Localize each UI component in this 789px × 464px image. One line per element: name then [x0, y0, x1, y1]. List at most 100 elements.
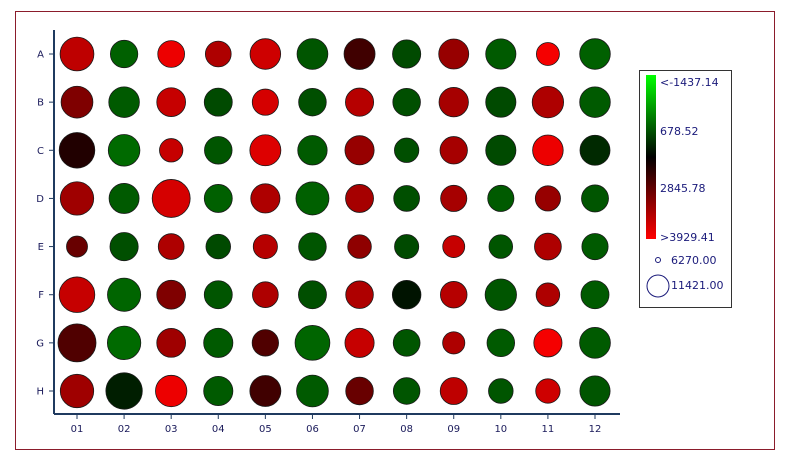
size-legend-small-circle [655, 257, 661, 263]
bubble-H07 [345, 376, 374, 406]
x-tick-label-09: 09 [447, 424, 460, 435]
bubble-G05 [251, 329, 279, 357]
size-legend-symbols [646, 257, 670, 298]
x-tick-label-05: 05 [259, 424, 272, 435]
bubble-H11 [535, 378, 561, 404]
bubble-H09 [439, 377, 468, 405]
bubble-D04 [203, 184, 233, 213]
color-scale-bar [646, 75, 656, 239]
bubble-H08 [392, 377, 421, 405]
color-scale-label-max: >3929.41 [660, 231, 715, 244]
legend: <-1437.14 678.52 2845.78 >3929.41 6270.0… [639, 70, 732, 308]
bubble-B12 [579, 86, 611, 118]
bubble-E03 [157, 233, 185, 260]
bubble-A08 [392, 39, 422, 69]
bubble-E11 [534, 232, 562, 261]
bubble-F12 [580, 280, 610, 310]
bubble-F07 [345, 280, 374, 309]
bubble-D05 [250, 183, 281, 214]
bubble-A03 [157, 40, 185, 68]
bubble-G03 [156, 328, 186, 358]
axes [49, 30, 620, 419]
bubble-G09 [442, 331, 466, 355]
bubble-B01 [60, 85, 94, 119]
bubble-A12 [579, 38, 611, 70]
x-tick-label-08: 08 [400, 424, 413, 435]
size-scale-label-large: 11421.00 [671, 279, 724, 292]
bubble-G08 [392, 329, 421, 357]
bubble-A06 [296, 38, 329, 70]
bubble-C06 [297, 135, 328, 166]
x-tick-label-03: 03 [165, 424, 178, 435]
bubble-H05 [249, 375, 282, 407]
y-tick-label-E: E [38, 242, 44, 253]
bubble-C11 [532, 134, 564, 166]
x-tick-label-02: 02 [118, 424, 131, 435]
bubble-F02 [107, 277, 142, 312]
bubble-F09 [440, 281, 468, 309]
bubble-layer [57, 36, 611, 410]
bubble-E10 [488, 234, 514, 259]
bubble-H03 [155, 374, 188, 408]
bubble-G04 [203, 327, 234, 358]
bubble-H02 [105, 372, 143, 410]
color-scale-label-mid: 678.52 [660, 125, 699, 138]
bubble-D07 [345, 184, 374, 213]
bubble-C09 [439, 136, 468, 165]
bubble-H01 [59, 373, 95, 409]
y-tick-label-H: H [36, 387, 44, 398]
bubble-B02 [108, 86, 140, 118]
size-legend-large-circle [646, 274, 670, 298]
bubble-D01 [59, 181, 95, 216]
y-tick-label-D: D [36, 194, 44, 205]
bubble-G10 [486, 328, 516, 358]
bubble-E09 [442, 235, 466, 258]
bubble-F04 [203, 280, 233, 310]
bubble-B07 [345, 87, 375, 117]
bubble-A02 [109, 39, 139, 69]
color-scale-label-min: <-1437.14 [660, 76, 719, 89]
bubble-G11 [533, 328, 563, 358]
bubble-F06 [298, 280, 327, 310]
x-tick-label-11: 11 [542, 424, 555, 435]
bubble-C07 [344, 135, 375, 166]
bubble-E12 [581, 233, 609, 261]
y-tick-label-F: F [38, 290, 44, 301]
y-tick-label-B: B [37, 98, 44, 109]
bubble-E05 [252, 234, 278, 260]
bubble-F05 [252, 281, 279, 309]
x-tick-label-10: 10 [494, 424, 507, 435]
x-tick-label-04: 04 [212, 424, 225, 435]
bubble-G06 [294, 325, 331, 361]
bubble-F08 [391, 280, 422, 310]
bubble-B06 [298, 87, 327, 117]
bubble-C03 [159, 138, 184, 163]
bubble-B10 [485, 86, 517, 118]
bubble-E02 [109, 232, 139, 262]
bubble-D11 [534, 185, 561, 212]
bubble-A04 [204, 40, 232, 68]
bubble-E06 [298, 232, 327, 261]
y-tick-label-C: C [37, 146, 44, 157]
bubble-E01 [66, 235, 88, 258]
bubble-H12 [579, 375, 611, 407]
bubble-F01 [58, 276, 96, 313]
bubble-D03 [151, 179, 191, 218]
bubble-F10 [484, 278, 517, 311]
bubble-C12 [579, 134, 611, 166]
y-tick-label-G: G [36, 338, 44, 349]
bubble-D12 [581, 184, 609, 213]
bubble-H06 [296, 374, 329, 408]
bubble-C02 [107, 134, 141, 167]
bubble-C10 [485, 134, 517, 166]
bubble-D09 [440, 184, 468, 212]
x-tick-label-07: 07 [353, 424, 366, 435]
bubble-A05 [249, 38, 282, 70]
bubble-A11 [536, 42, 560, 66]
color-scale-label-high: 2845.78 [660, 182, 706, 195]
bubble-D06 [295, 181, 330, 216]
bubble-H04 [203, 375, 234, 406]
bubble-E07 [347, 234, 372, 259]
bubble-E04 [205, 233, 231, 260]
